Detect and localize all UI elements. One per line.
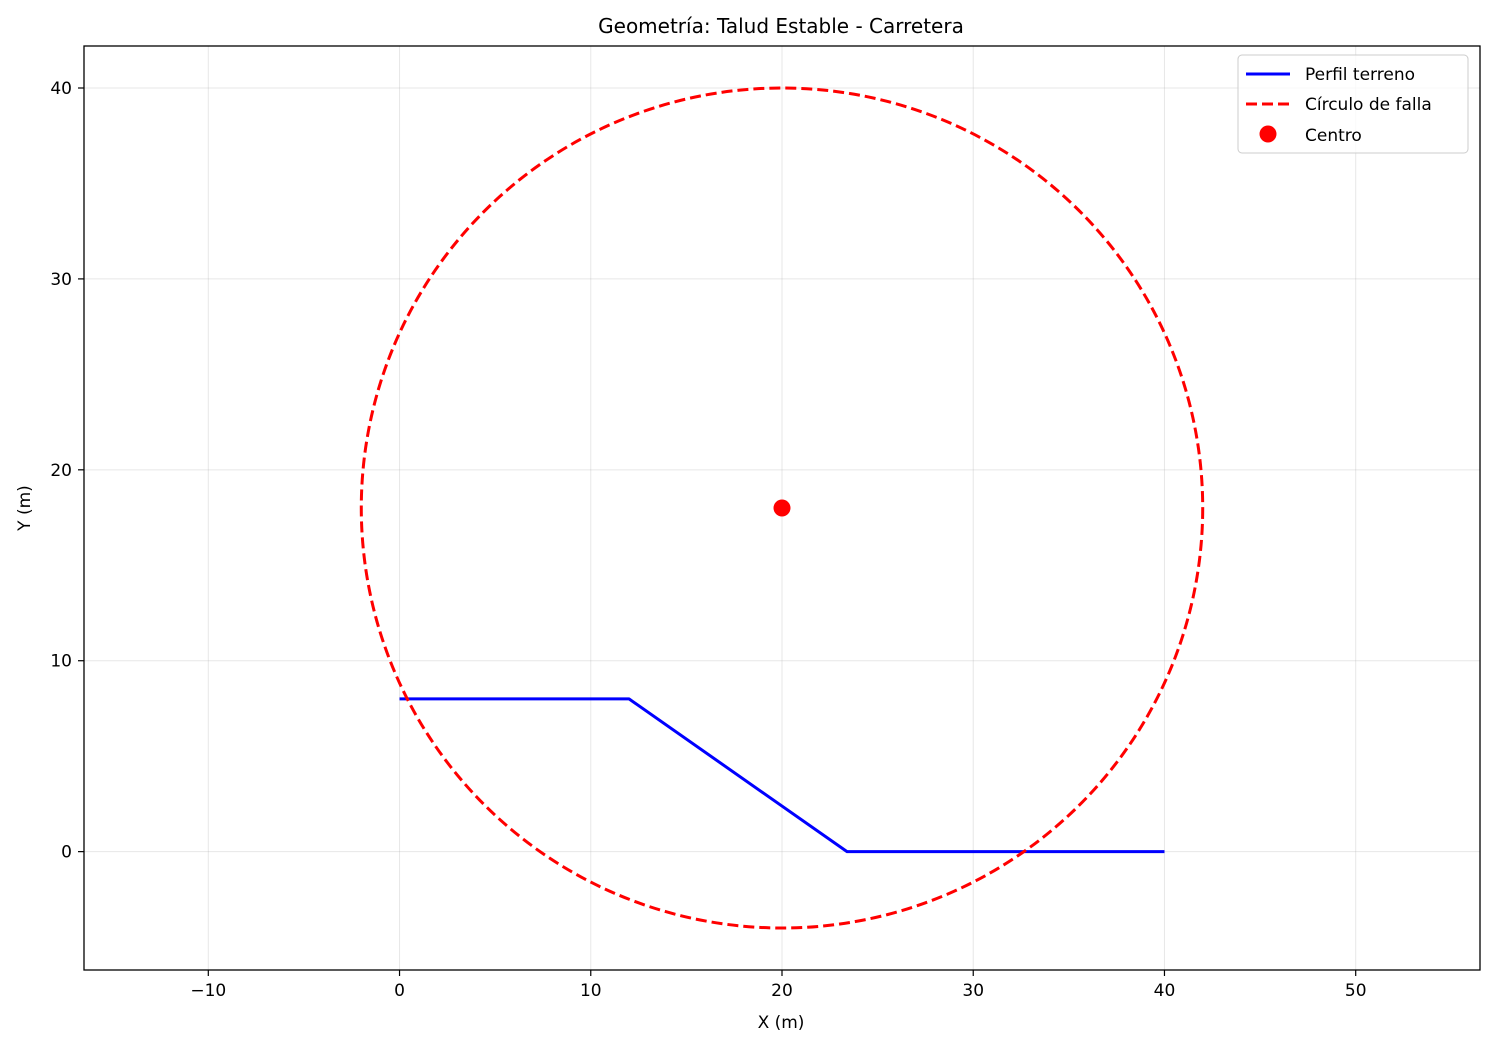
legend: Perfil terreno Círculo de falla Centro — [1237, 54, 1469, 154]
legend-label-perfil-terreno: Perfil terreno — [1305, 65, 1415, 85]
y-axis-ticks: 0 10 20 30 40 — [50, 79, 84, 863]
y-tick-label: 40 — [50, 79, 72, 99]
x-tick-label: 20 — [771, 981, 793, 1001]
grid — [84, 46, 1480, 970]
plot-area — [359, 86, 1205, 930]
x-tick-label: 10 — [580, 981, 602, 1001]
series-circle-circulo-de-falla — [359, 86, 1205, 930]
y-tick-label: 0 — [61, 843, 72, 863]
legend-swatch-centro — [1259, 125, 1277, 143]
series-point-centro — [773, 499, 791, 517]
legend-label-circulo-de-falla: Círculo de falla — [1305, 95, 1432, 115]
x-tick-label: −10 — [190, 981, 226, 1001]
x-tick-label: 30 — [962, 981, 984, 1001]
legend-label-centro: Centro — [1305, 126, 1362, 146]
chart-title: Geometría: Talud Estable - Carretera — [598, 14, 964, 38]
x-tick-label: 40 — [1154, 981, 1176, 1001]
series-line-perfil-terreno — [399, 697, 1165, 854]
y-axis-label: Y (m) — [15, 485, 35, 532]
plot-frame — [83, 45, 1481, 971]
x-tick-label: 50 — [1345, 981, 1367, 1001]
legend-box — [1237, 54, 1469, 154]
y-tick-label: 30 — [50, 270, 72, 290]
x-tick-label: 0 — [394, 981, 405, 1001]
x-axis-label: X (m) — [758, 1013, 805, 1033]
y-tick-label: 20 — [50, 461, 72, 481]
y-tick-label: 10 — [50, 652, 72, 672]
x-axis-ticks: −10 0 10 20 30 40 50 — [190, 970, 1367, 1001]
